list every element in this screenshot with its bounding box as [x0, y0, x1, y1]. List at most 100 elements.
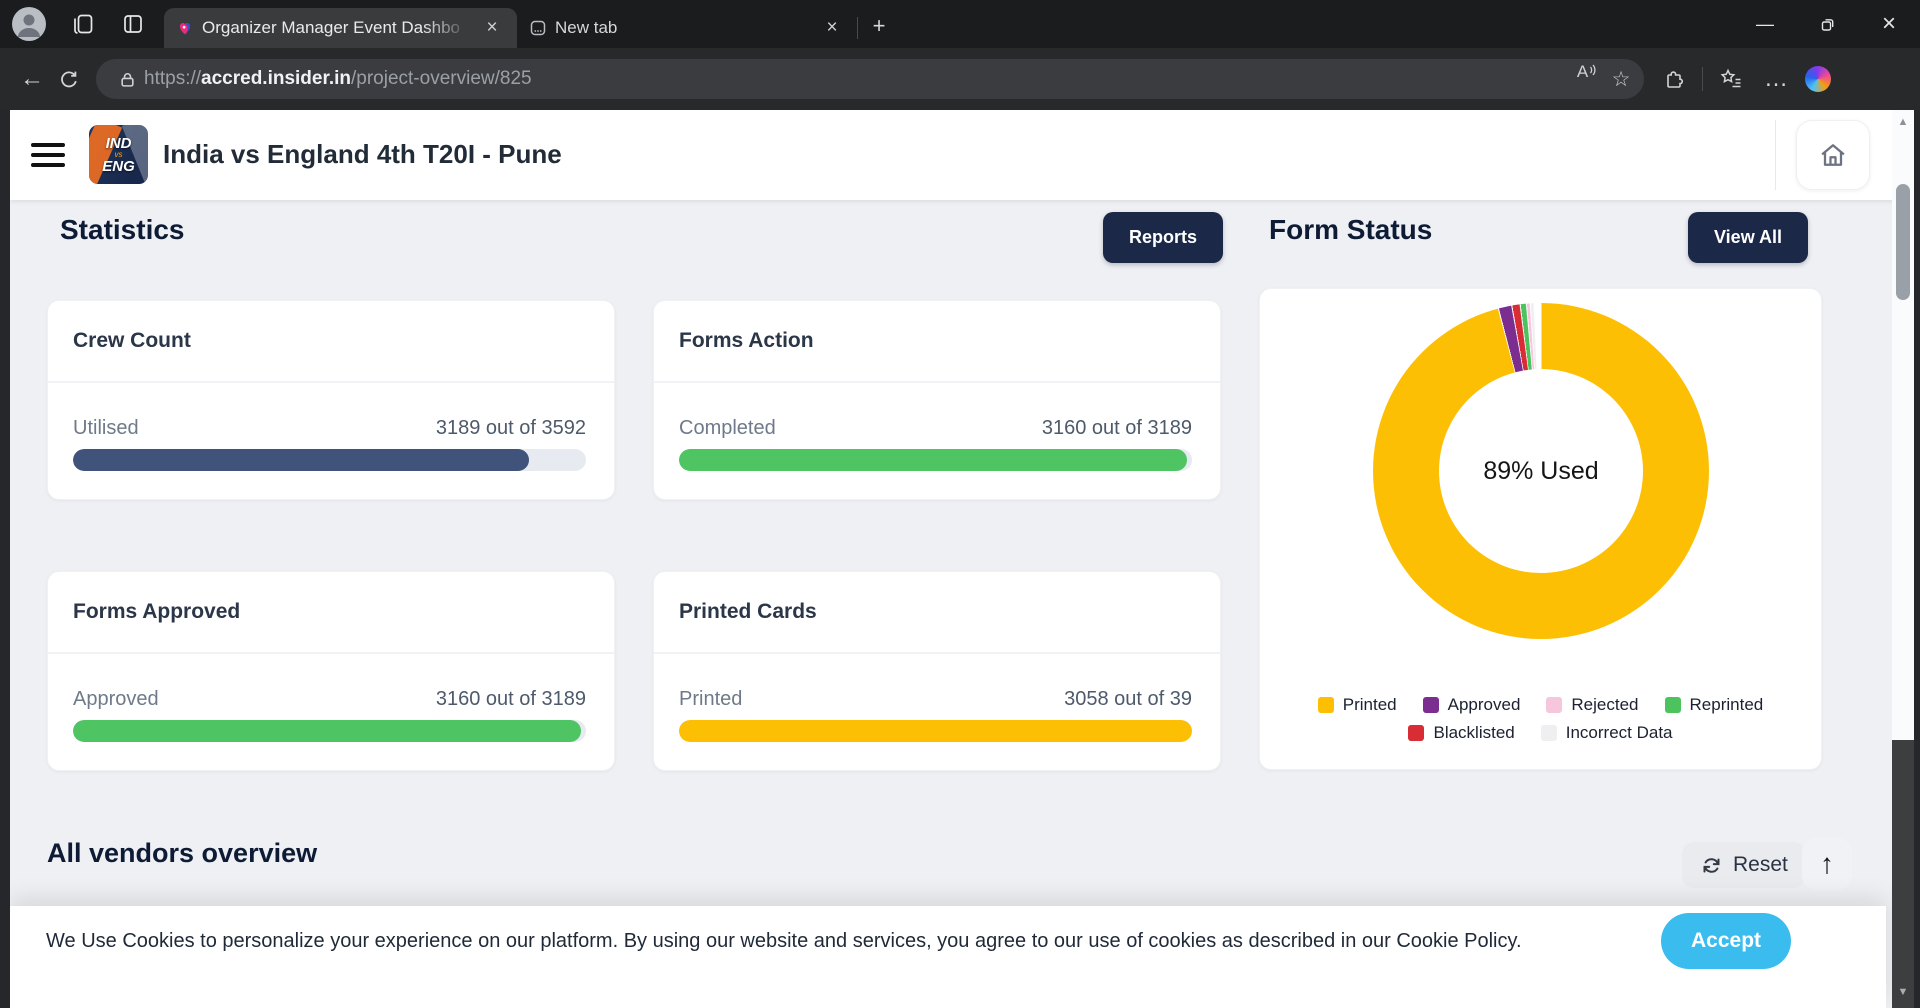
stat-value: 3160 out of 3189: [435, 687, 586, 710]
reports-button[interactable]: Reports: [1103, 212, 1224, 263]
legend-label: Incorrect Data: [1565, 723, 1673, 742]
legend-label: Rejected: [1571, 695, 1639, 714]
up-arrow-icon: ↑: [1820, 848, 1834, 879]
card-divider: [48, 652, 614, 654]
legend-label: Blacklisted: [1433, 723, 1515, 742]
workspaces-icon[interactable]: [70, 11, 96, 37]
settings-more-button[interactable]: …: [1759, 61, 1795, 97]
tab-actions-icon[interactable]: [120, 11, 146, 37]
stat-value: 3058 out of 39: [1064, 687, 1192, 710]
new-tab-page-icon: [530, 20, 546, 36]
tab-organizer-dashboard[interactable]: Organizer Manager Event Dashbo ×: [164, 8, 517, 48]
close-icon[interactable]: ×: [486, 17, 498, 38]
stat-card-title: Printed Cards: [679, 600, 817, 623]
progress-bar: [679, 719, 1192, 742]
close-icon[interactable]: ×: [826, 17, 838, 38]
restore-icon: [1821, 18, 1833, 31]
copilot-icon[interactable]: [1805, 66, 1831, 92]
legend-item: Blacklisted: [1408, 723, 1515, 743]
progress-bar-fill: [679, 448, 1188, 471]
url-scheme: https://: [144, 68, 202, 89]
home-button[interactable]: [1796, 120, 1870, 190]
logo-eng-text: ENG: [102, 157, 135, 175]
tab-title: Organizer Manager Event Dashbo: [202, 18, 460, 37]
statistics-heading: Statistics: [60, 214, 185, 245]
browser-navbar: ← https://accred.insider.in/project-over…: [0, 48, 1920, 110]
cookie-banner: We Use Cookies to personalize your exper…: [10, 906, 1886, 1008]
card-divider: [654, 652, 1220, 654]
scroll-to-top-button[interactable]: ↑: [1802, 838, 1852, 890]
url-bar[interactable]: https://accred.insider.in/project-overvi…: [96, 59, 1644, 99]
card-divider: [48, 381, 614, 383]
stat-value: 3160 out of 3189: [1041, 416, 1192, 439]
legend-swatch: [1540, 725, 1557, 741]
progress-bar: [73, 719, 586, 742]
reset-button[interactable]: Reset: [1682, 842, 1806, 888]
stat-card: Crew Count Utilised 3189 out of 3592: [47, 300, 615, 500]
legend-item: Rejected: [1546, 695, 1639, 715]
url-text[interactable]: https://accred.insider.in/project-overvi…: [144, 68, 1570, 90]
card-divider: [654, 381, 1220, 383]
new-tab-button[interactable]: +: [872, 13, 886, 38]
vendors-heading: All vendors overview: [47, 838, 318, 868]
legend-item: Reprinted: [1664, 695, 1763, 715]
accept-cookies-button[interactable]: Accept: [1661, 913, 1791, 969]
favorites-button[interactable]: [1713, 61, 1749, 97]
progress-bar: [679, 448, 1192, 471]
legend-swatch: [1317, 697, 1334, 713]
page-scrollbar[interactable]: ▲ ▼: [1892, 110, 1914, 1008]
stat-card: Forms Approved Approved 3160 out of 3189: [47, 571, 615, 771]
scrollbar-thumb[interactable]: [1896, 184, 1910, 300]
site-header: IND vs ENG India vs England 4th T20I - P…: [10, 110, 1914, 200]
refresh-button[interactable]: [50, 61, 86, 97]
header-divider: [1775, 120, 1776, 190]
progress-bar-fill: [73, 448, 529, 471]
donut-hole: 89% Used: [1439, 369, 1643, 573]
restore-button[interactable]: [1796, 0, 1858, 48]
progress-bar-fill: [679, 719, 1192, 742]
refresh-icon: [60, 71, 77, 87]
view-all-button[interactable]: View All: [1688, 212, 1809, 263]
site-info-lock-icon[interactable]: [110, 62, 144, 96]
read-aloud-icon: A: [1576, 62, 1589, 81]
minimize-button[interactable]: —: [1756, 13, 1774, 34]
close-window-button[interactable]: ×: [1881, 10, 1896, 37]
cookie-text: We Use Cookies to personalize your exper…: [46, 930, 1522, 952]
home-icon: [1821, 144, 1845, 166]
site-favicon: [179, 23, 191, 35]
page-viewport: IND vs ENG India vs England 4th T20I - P…: [10, 110, 1914, 1008]
browser-titlebar: Organizer Manager Event Dashbo × New tab…: [0, 0, 1920, 48]
tab-strip: Organizer Manager Event Dashbo × New tab…: [164, 0, 1734, 48]
legend-swatch: [1408, 725, 1425, 741]
progress-bar: [73, 448, 586, 471]
add-favorite-button[interactable]: ☆: [1604, 62, 1638, 96]
tab-new-tab[interactable]: New tab ×: [517, 8, 857, 48]
url-host: accred.insider.in: [201, 68, 351, 89]
event-logo: IND vs ENG: [89, 125, 148, 184]
legend-item: Approved: [1422, 695, 1520, 715]
scrollbar-up-arrow[interactable]: ▲: [1897, 116, 1909, 128]
form-status-panel: 95.9% 89% Used Printed Approved Rejected Re…: [1259, 288, 1822, 770]
donut-slice-label: 95.9%: [1642, 606, 1702, 629]
ellipsis-icon: …: [1764, 65, 1790, 92]
legend-item: Incorrect Data: [1540, 723, 1673, 743]
profile-avatar[interactable]: [12, 7, 46, 41]
stat-value: 3189 out of 3592: [435, 416, 586, 439]
form-status-heading: Form Status: [1269, 214, 1433, 245]
stat-card-title: Crew Count: [73, 329, 191, 352]
stat-card-title: Forms Action: [679, 329, 814, 352]
hamburger-menu-button[interactable]: [31, 136, 65, 174]
legend-swatch: [1546, 697, 1563, 713]
legend-item: Printed: [1317, 695, 1397, 715]
back-button[interactable]: ←: [20, 65, 44, 92]
legend-swatch: [1664, 697, 1681, 713]
star-icon: ☆: [1611, 67, 1631, 91]
page-title: India vs England 4th T20I - Pune: [163, 139, 562, 169]
extensions-button[interactable]: [1656, 61, 1692, 97]
donut-legend: Printed Approved Rejected Reprinted Blacklis…: [1260, 695, 1821, 743]
read-aloud-button[interactable]: A: [1570, 62, 1604, 96]
scrollbar-down-arrow[interactable]: ▼: [1897, 986, 1909, 998]
stat-label: Utilised: [73, 416, 139, 439]
logo-ind-text: IND: [105, 134, 132, 152]
favorites-star-icon: [1720, 68, 1741, 88]
